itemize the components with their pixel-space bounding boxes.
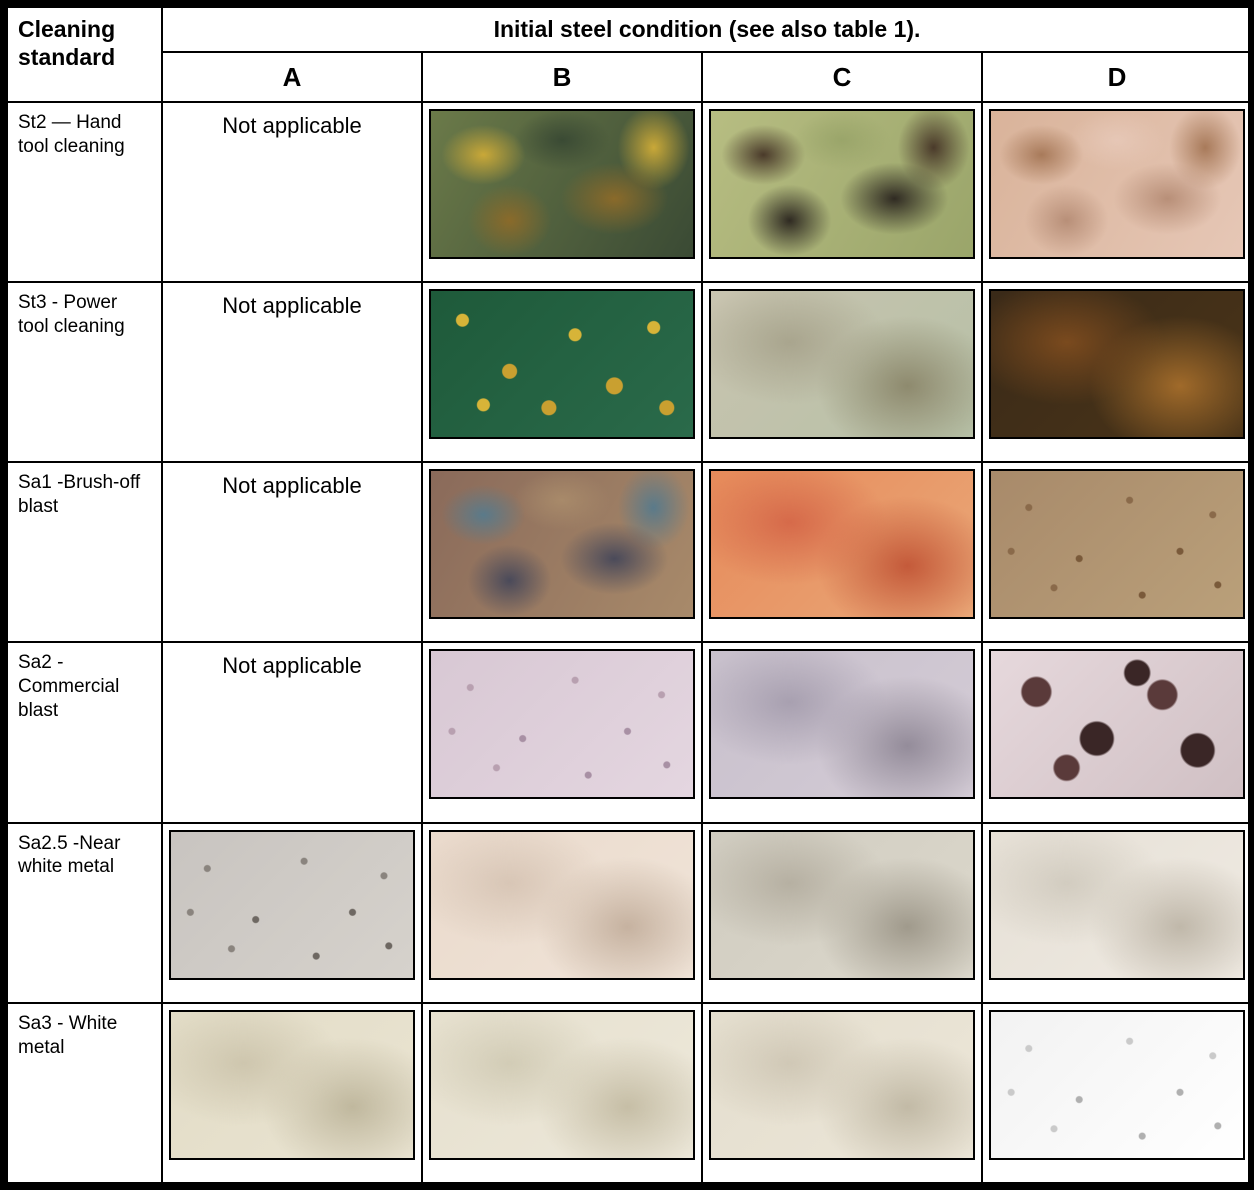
steel-surface-swatch: [169, 830, 415, 980]
table-row: Sa3 - White metal: [7, 1003, 1252, 1183]
swatch-cell: [982, 462, 1252, 642]
steel-surface-swatch: [709, 109, 975, 259]
steel-cleaning-standards-table: Cleaning standardInitial steel condition…: [0, 0, 1254, 1190]
header-initial-condition: Initial steel condition (see also table …: [162, 7, 1252, 52]
row-label: Sa3 - White metal: [7, 1003, 162, 1183]
steel-surface-swatch: [989, 830, 1245, 980]
swatch-cell: [702, 823, 982, 1003]
swatch-cell: [982, 642, 1252, 822]
column-header-a: A: [162, 52, 422, 102]
row-label: Sa1 -Brush-off blast: [7, 462, 162, 642]
row-label: St2 — Hand tool cleaning: [7, 102, 162, 282]
swatch-cell: [422, 823, 702, 1003]
table-row: Sa1 -Brush-off blastNot applicable: [7, 462, 1252, 642]
swatch-cell: [162, 1003, 422, 1183]
steel-surface-swatch: [709, 649, 975, 799]
steel-surface-swatch: [429, 1010, 695, 1160]
steel-surface-swatch: [709, 469, 975, 619]
swatch-cell: [982, 282, 1252, 462]
column-header-b: B: [422, 52, 702, 102]
steel-surface-swatch: [989, 469, 1245, 619]
steel-surface-swatch: [429, 649, 695, 799]
steel-surface-swatch: [169, 1010, 415, 1160]
steel-surface-swatch: [429, 830, 695, 980]
steel-surface-swatch: [429, 109, 695, 259]
steel-surface-swatch: [709, 1010, 975, 1160]
column-header-c: C: [702, 52, 982, 102]
not-applicable-cell: Not applicable: [162, 642, 422, 822]
swatch-cell: [702, 282, 982, 462]
row-label: St3 - Power tool cleaning: [7, 282, 162, 462]
steel-surface-swatch: [989, 109, 1245, 259]
swatch-cell: [162, 823, 422, 1003]
table-row: St2 — Hand tool cleaningNot applicable: [7, 102, 1252, 282]
swatch-cell: [702, 102, 982, 282]
row-label: Sa2.5 -Near white metal: [7, 823, 162, 1003]
header-cleaning-standard: Cleaning standard: [7, 7, 162, 102]
table-row: St3 - Power tool cleaningNot applicable: [7, 282, 1252, 462]
swatch-cell: [422, 462, 702, 642]
steel-surface-swatch: [989, 289, 1245, 439]
swatch-cell: [982, 823, 1252, 1003]
swatch-cell: [422, 102, 702, 282]
swatch-cell: [702, 1003, 982, 1183]
not-applicable-cell: Not applicable: [162, 282, 422, 462]
swatch-cell: [422, 282, 702, 462]
steel-surface-swatch: [709, 289, 975, 439]
swatch-cell: [702, 462, 982, 642]
not-applicable-cell: Not applicable: [162, 102, 422, 282]
column-header-d: D: [982, 52, 1252, 102]
steel-surface-swatch: [429, 289, 695, 439]
steel-surface-swatch: [989, 649, 1245, 799]
standards-table: Cleaning standardInitial steel condition…: [6, 6, 1253, 1184]
swatch-cell: [982, 1003, 1252, 1183]
not-applicable-cell: Not applicable: [162, 462, 422, 642]
steel-surface-swatch: [709, 830, 975, 980]
table-row: Sa2 - Commercial blastNot applicable: [7, 642, 1252, 822]
steel-surface-swatch: [429, 469, 695, 619]
table-row: Sa2.5 -Near white metal: [7, 823, 1252, 1003]
swatch-cell: [982, 102, 1252, 282]
swatch-cell: [702, 642, 982, 822]
swatch-cell: [422, 1003, 702, 1183]
row-label: Sa2 - Commercial blast: [7, 642, 162, 822]
steel-surface-swatch: [989, 1010, 1245, 1160]
swatch-cell: [422, 642, 702, 822]
